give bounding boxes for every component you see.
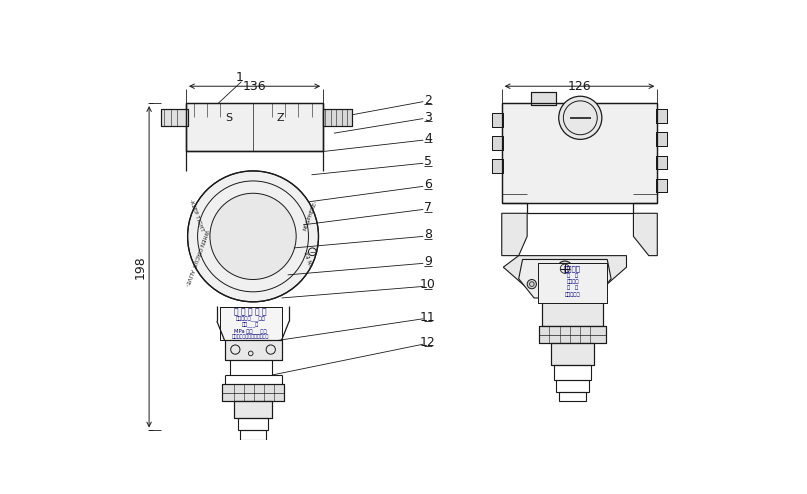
Bar [656,156,667,169]
Text: 10: 10 [420,279,436,291]
Bar [224,340,282,360]
Text: 准确度等级___单位: 准确度等级___单位 [236,317,266,322]
Text: MOSPHERE-: MOSPHERE- [303,200,318,232]
Text: 9: 9 [424,255,432,268]
Text: 1: 1 [236,71,244,84]
Text: 7: 7 [424,202,432,214]
Bar [541,299,604,327]
Text: 电源___编: 电源___编 [242,323,259,329]
Circle shape [527,280,537,288]
Bar [531,91,556,105]
Bar [656,179,667,193]
Bar [240,430,266,440]
Bar [222,384,284,401]
Bar [556,380,589,392]
Bar [186,103,323,151]
Bar [656,109,667,123]
Text: WHEN CIRCUIT ALIVE-: WHEN CIRCUIT ALIVE- [183,228,208,286]
Text: 上海艾络格: 上海艾络格 [565,292,580,297]
Text: MPa 输出___出厂: MPa 输出___出厂 [234,328,267,334]
Bar [502,103,657,203]
Bar [491,160,504,173]
Circle shape [558,96,602,139]
Text: 126: 126 [567,80,592,93]
Bar [491,160,504,173]
Text: 4: 4 [424,132,432,145]
Polygon shape [633,213,657,255]
Bar [538,263,607,303]
Bar [656,132,667,146]
Bar [491,113,504,127]
Polygon shape [519,259,611,298]
Text: 2: 2 [424,93,432,107]
Bar [551,343,594,365]
Bar [540,327,606,343]
Text: 压 力 变 送 器: 压 力 变 送 器 [234,307,267,316]
Bar [323,109,353,126]
Text: S: S [225,113,232,123]
Bar [224,340,282,360]
Bar [234,401,272,418]
Bar [540,327,606,343]
Text: IN EX: IN EX [305,249,315,265]
Bar [161,109,187,126]
Text: 智能压力: 智能压力 [564,265,581,272]
Bar [186,103,323,151]
Bar [656,109,667,123]
Bar [220,307,282,339]
Bar [551,343,594,365]
Text: 型   号: 型 号 [567,273,578,278]
Bar [538,263,607,303]
Bar [234,401,272,418]
Text: 11: 11 [420,311,436,324]
Bar [237,418,269,430]
Bar [502,103,657,203]
Bar [554,365,591,380]
Bar [656,132,667,146]
Bar [541,299,604,327]
Text: Z: Z [276,113,284,123]
Text: 6: 6 [424,178,432,191]
Circle shape [187,171,319,302]
Bar [222,384,284,401]
Polygon shape [502,213,527,255]
Text: 198: 198 [133,255,146,279]
Text: 静   压: 静 压 [567,286,578,290]
Circle shape [557,261,573,277]
Text: 测量范围: 测量范围 [567,279,579,285]
Bar [656,156,667,169]
Bar [220,307,282,339]
Bar [656,179,667,193]
Bar [558,392,587,401]
Text: 8: 8 [424,228,432,242]
Polygon shape [504,255,626,298]
Bar [531,91,556,105]
Bar [491,113,504,127]
Bar [323,109,353,126]
Bar [491,136,504,150]
Bar [491,136,504,150]
Text: 5: 5 [424,155,432,168]
Text: 12: 12 [420,336,436,349]
Text: 上海艾络络电子技术有限公司: 上海艾络络电子技术有限公司 [232,334,270,339]
Text: 136: 136 [243,80,266,93]
Circle shape [210,193,296,280]
Text: 3: 3 [424,111,432,124]
Bar [161,109,187,126]
Text: -KEEP TIGHT: -KEEP TIGHT [188,199,204,232]
